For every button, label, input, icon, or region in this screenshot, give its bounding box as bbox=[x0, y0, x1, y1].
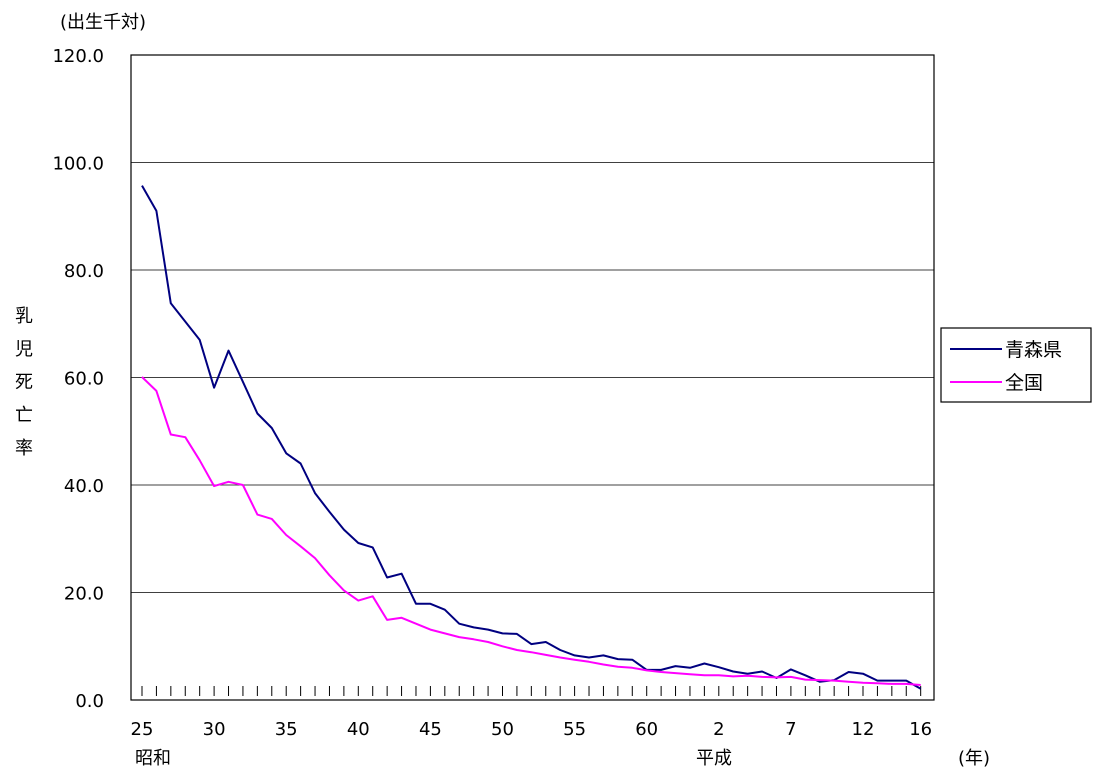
y-axis-title-char: 率 bbox=[15, 438, 33, 459]
x-tick-label: 12 bbox=[852, 719, 875, 740]
y-tick-label: 20.0 bbox=[64, 584, 104, 605]
x-tick-label: 7 bbox=[785, 719, 796, 740]
legend: 青森県 全国 bbox=[940, 327, 1092, 403]
x-axis: 25 30 35 40 45 50 55 60 2 7 12 16 bbox=[131, 686, 932, 740]
legend-label-national: 全国 bbox=[1005, 372, 1043, 394]
x-tick-label: 55 bbox=[563, 719, 586, 740]
y-axis: 0.0 20.0 40.0 60.0 80.0 100.0 120.0 bbox=[52, 46, 104, 712]
y-tick-label: 120.0 bbox=[52, 46, 104, 67]
x-tick-label: 2 bbox=[713, 719, 724, 740]
x-tick-label: 50 bbox=[491, 719, 514, 740]
y-axis-title-char: 乳 bbox=[15, 306, 33, 327]
y-axis-title-char: 児 bbox=[15, 339, 33, 360]
y-axis-title-char: 死 bbox=[15, 372, 33, 393]
y-tick-label: 0.0 bbox=[75, 691, 104, 712]
series-line-0 bbox=[141, 185, 922, 690]
y-tick-label: 80.0 bbox=[64, 261, 104, 282]
x-tick-label: 45 bbox=[419, 719, 442, 740]
x-tick-label: 60 bbox=[635, 719, 658, 740]
legend-label-aomori: 青森県 bbox=[1005, 339, 1062, 361]
series-lines bbox=[141, 185, 922, 690]
series-line-1 bbox=[141, 376, 921, 686]
x-tick-label: 40 bbox=[347, 719, 370, 740]
x-tick-label: 25 bbox=[131, 719, 154, 740]
y-tick-label: 60.0 bbox=[64, 369, 104, 390]
legend-box bbox=[940, 327, 1092, 403]
y-unit-label: (出生千対) bbox=[60, 12, 146, 33]
plot-area-border bbox=[130, 54, 935, 701]
x-tick-label: 16 bbox=[909, 719, 932, 740]
x-axis-title: (年) bbox=[958, 748, 990, 769]
x-tick-label: 30 bbox=[203, 719, 226, 740]
era-label-heisei: 平成 bbox=[696, 748, 732, 769]
y-tick-label: 40.0 bbox=[64, 476, 104, 497]
gridlines bbox=[131, 162, 934, 593]
y-axis-title-char: 亡 bbox=[15, 405, 33, 426]
x-tick-label: 35 bbox=[275, 719, 298, 740]
y-tick-label: 100.0 bbox=[52, 154, 104, 175]
era-label-showa: 昭和 bbox=[135, 748, 171, 769]
